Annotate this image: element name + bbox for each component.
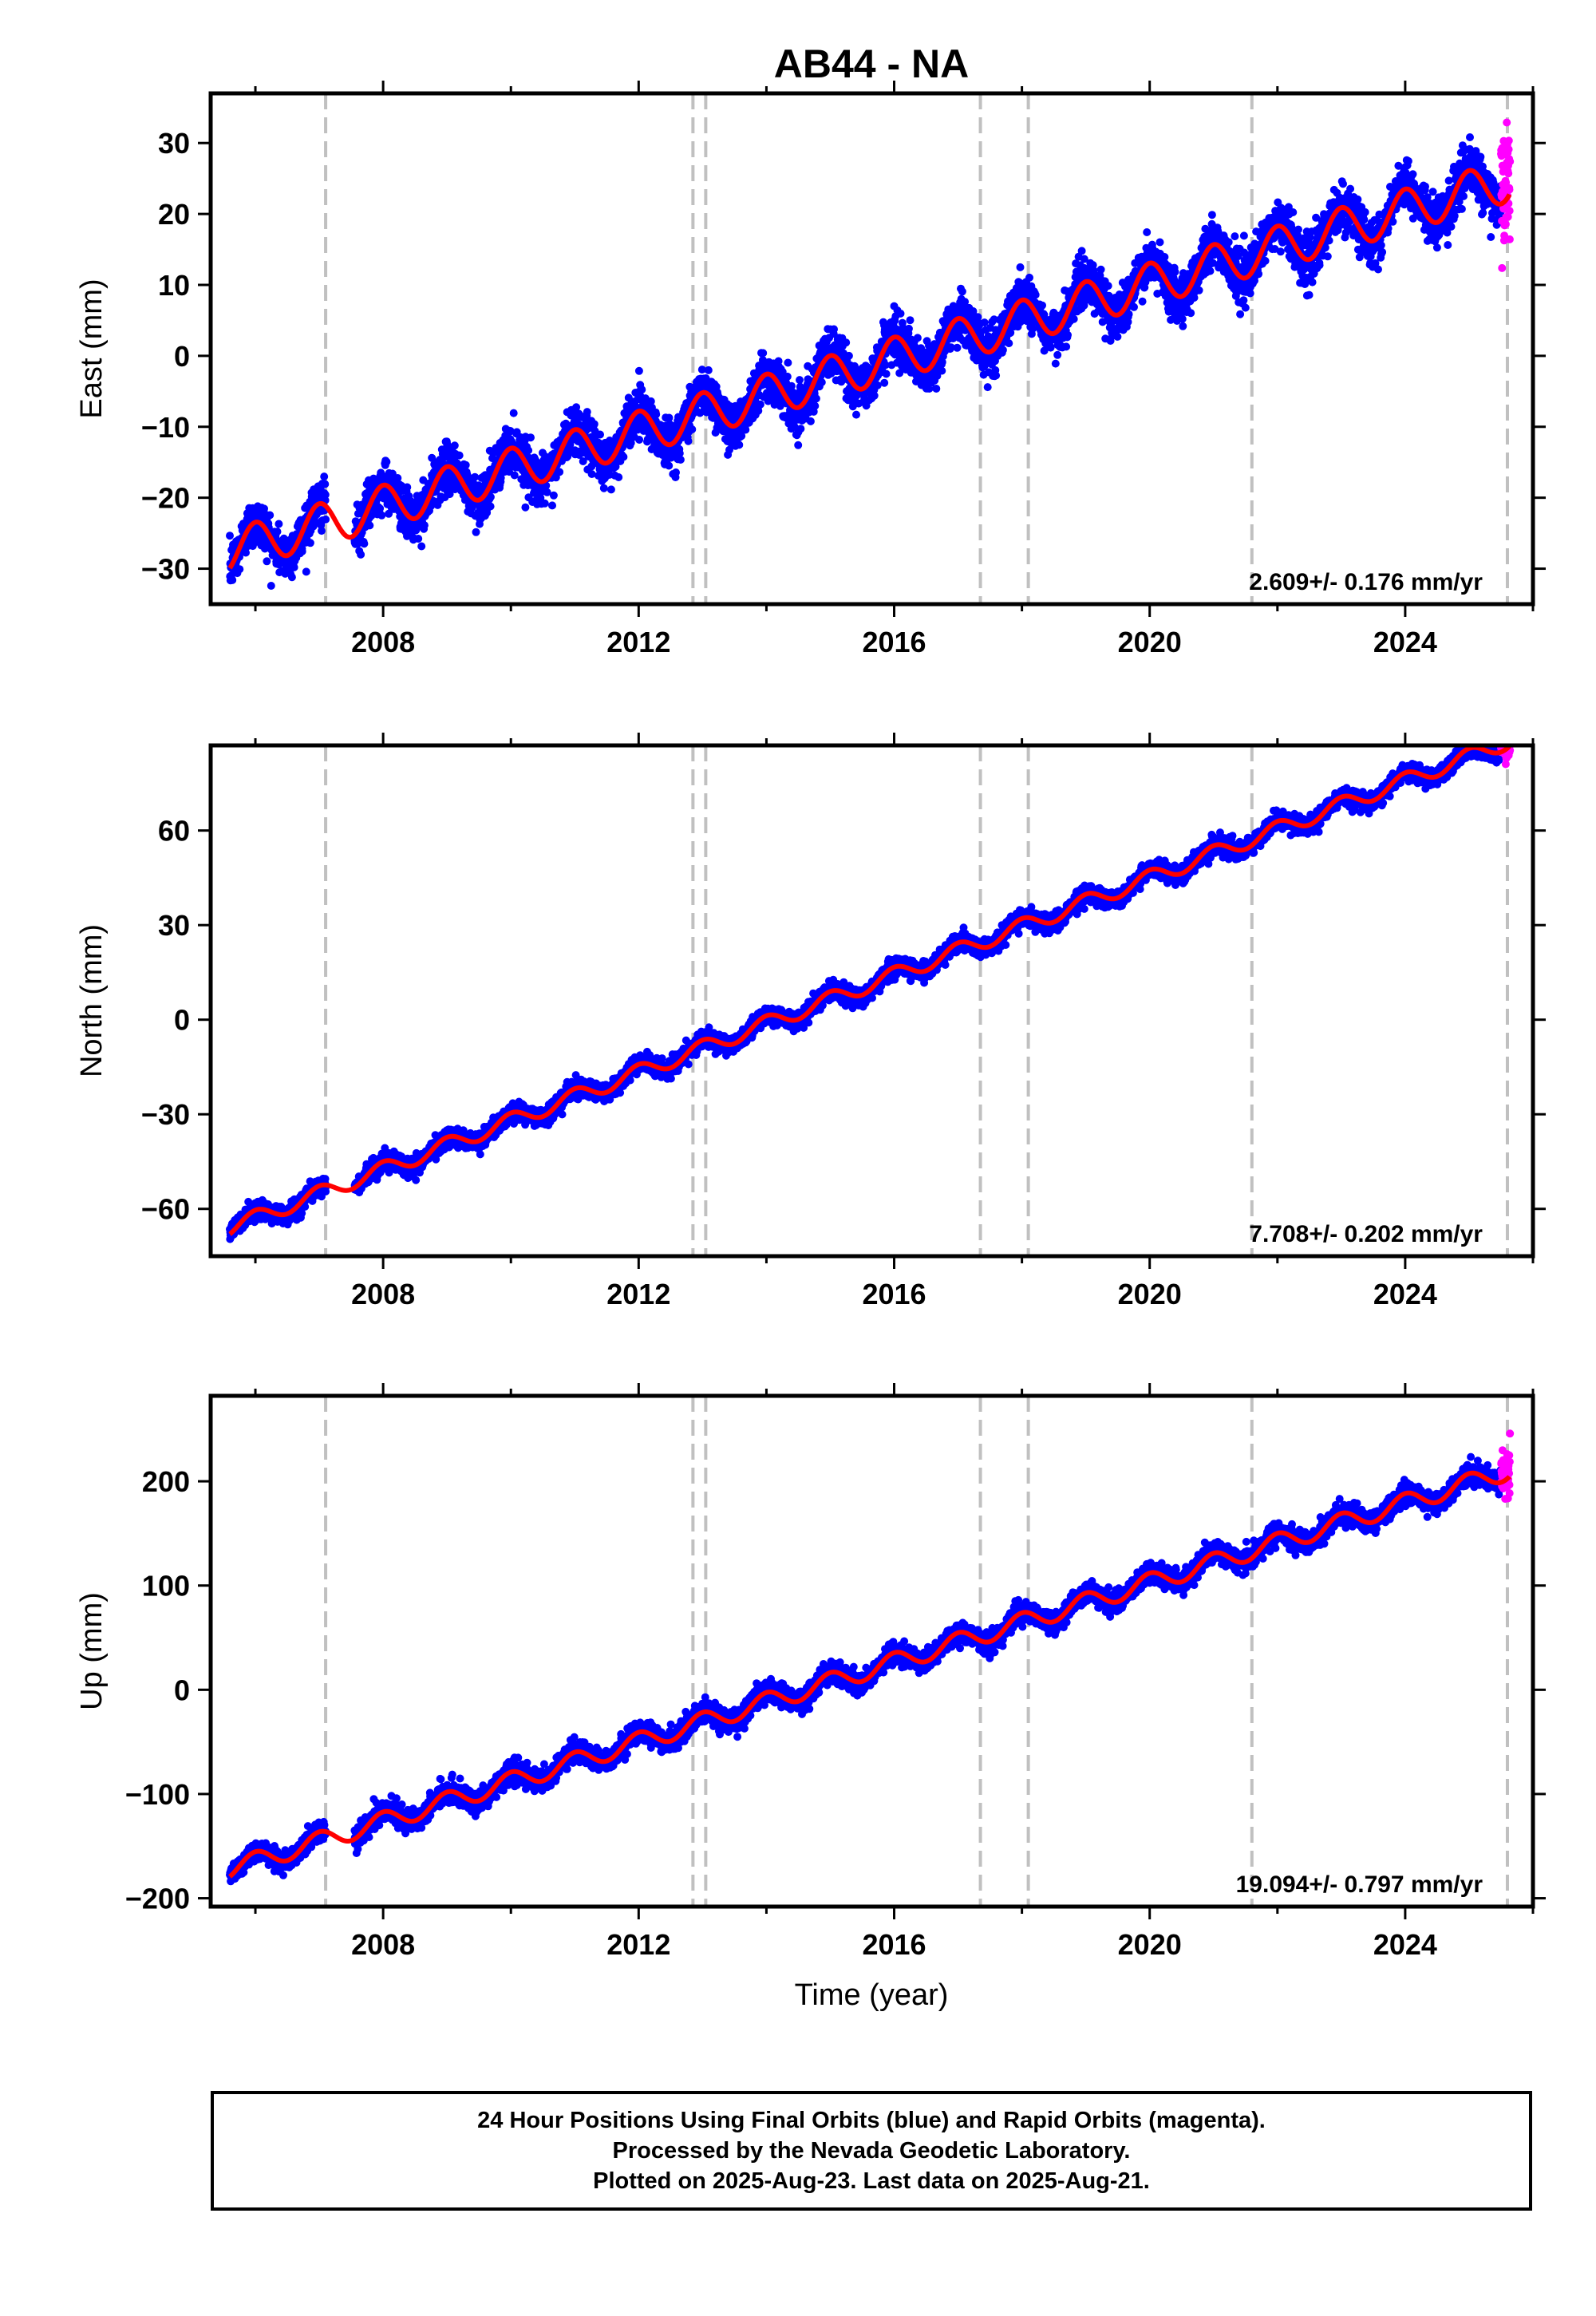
north-y-tick-label: 0: [174, 1004, 190, 1037]
north-y-tick-label: 60: [158, 815, 190, 848]
up-y-tick-label: 100: [142, 1570, 190, 1603]
footer-line-3: Plotted on 2025-Aug-23. Last data on 202…: [593, 2168, 1150, 2194]
footer-note-box: 24 Hour Positions Using Final Orbits (bl…: [211, 2091, 1532, 2211]
up-x-tick-label: 2008: [351, 1928, 415, 1961]
north-x-tick-label: 2016: [862, 1278, 926, 1310]
east-y-tick-label: −10: [141, 411, 190, 444]
east-y-tick-label: 20: [158, 198, 190, 231]
up-y-tick-label: −100: [125, 1778, 190, 1811]
east-y-tick-label: 30: [158, 127, 190, 160]
figure-title: AB44 - NA: [774, 41, 969, 86]
up-x-tick-label: 2012: [606, 1928, 670, 1961]
north-model-fit-line: [228, 745, 1511, 1236]
east-x-tick-label: 2016: [862, 626, 926, 658]
north-x-tick-label: 2024: [1373, 1278, 1437, 1310]
east-y-tick-label: −30: [141, 553, 190, 586]
panel-north: 2008 2012 2016 2020 2024 −60 −30 0 30 60 North (mm…: [75, 733, 1546, 1310]
up-y-tick-label: 200: [142, 1465, 190, 1498]
east-x-tick-label: 2012: [606, 626, 670, 658]
east-y-tick-label: 0: [174, 340, 190, 373]
panel-east: 2008 2012 2016 2020 2024 −30 −20 −10 0 10 20 30 East…: [75, 81, 1546, 658]
north-y-axis-label: North (mm): [75, 924, 109, 1077]
footer-line-1: 24 Hour Positions Using Final Orbits (bl…: [477, 2108, 1266, 2133]
east-final-orbit-cloud: [226, 133, 1505, 590]
north-x-tick-label: 2020: [1118, 1278, 1182, 1310]
east-y-tick-label: 10: [158, 269, 190, 302]
up-x-tick-label: 2016: [862, 1928, 926, 1961]
east-x-tick-label: 2024: [1373, 626, 1437, 658]
up-x-tick-label: 2020: [1118, 1928, 1182, 1961]
panel-up: 2008 2012 2016 2020 2024 −200 −100 0 100 200 Up (m…: [75, 1383, 1546, 1961]
up-rate-label: 19.094+/- 0.797 mm/yr: [1236, 1871, 1483, 1898]
north-rate-label: 7.708+/- 0.202 mm/yr: [1249, 1221, 1483, 1247]
east-rate-label: 2.609+/- 0.176 mm/yr: [1249, 569, 1483, 595]
east-rapid-orbit-points: [1497, 118, 1515, 272]
north-axes-frame: [208, 743, 1535, 1259]
up-y-axis-label: Up (mm): [75, 1592, 109, 1710]
east-x-tick-label: 2020: [1118, 626, 1182, 658]
east-model-fit-line: [227, 168, 1512, 570]
up-x-tick-label: 2024: [1373, 1928, 1437, 1961]
north-y-tick-label: 30: [158, 909, 190, 942]
east-x-tick-label: 2008: [351, 626, 415, 658]
east-y-axis-label: East (mm): [75, 279, 109, 418]
north-x-tick-label: 2008: [351, 1278, 415, 1310]
east-axes-frame: [208, 91, 1535, 607]
footer-line-2: Processed by the Nevada Geodetic Laborat…: [612, 2138, 1131, 2164]
east-final-orbit-points: [226, 133, 1505, 590]
east-y-tick-label: −20: [141, 482, 190, 515]
x-axis-label: Time (year): [795, 1978, 949, 2012]
up-y-tick-label: −200: [125, 1883, 190, 1915]
up-axes-frame: [208, 1393, 1535, 1909]
north-final-orbit-cloud: [226, 745, 1505, 1243]
up-model-fit-line: [228, 1470, 1511, 1879]
north-y-tick-label: −60: [141, 1193, 190, 1226]
north-x-tick-label: 2012: [606, 1278, 670, 1310]
up-y-tick-label: 0: [174, 1674, 190, 1706]
north-final-orbit-points: [226, 745, 1505, 1243]
north-y-tick-label: −30: [141, 1098, 190, 1131]
